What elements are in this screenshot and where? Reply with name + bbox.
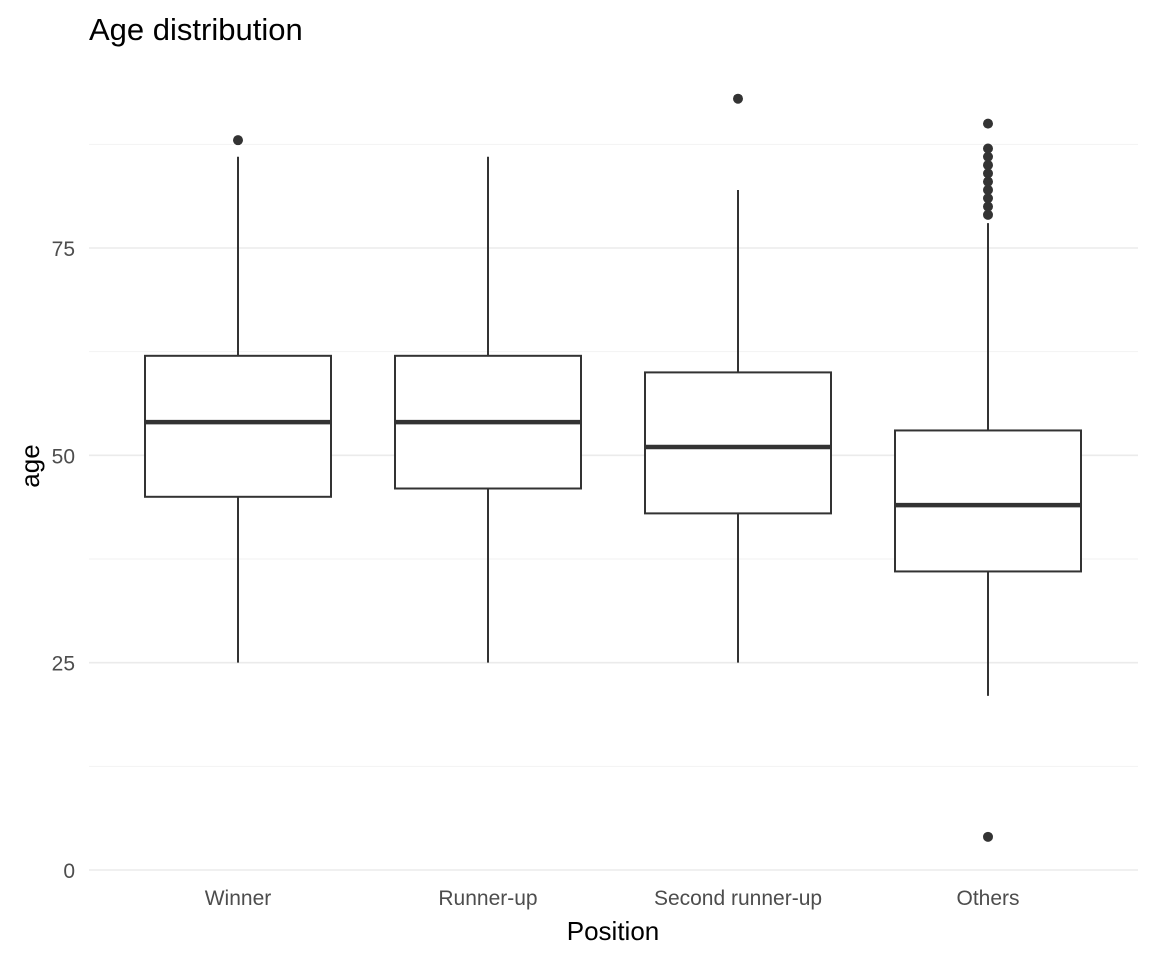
outlier-point [983,831,993,842]
outlier-point [983,184,993,195]
x-tick-label: Winner [205,887,272,910]
outlier-point [233,135,243,146]
outlier-point [983,201,993,212]
box-iqr [144,354,332,498]
outlier-point [983,143,993,154]
box-group [144,135,332,663]
y-axis-tick-labels: 0 25 50 75 [52,238,75,883]
y-tick-label: 75 [52,238,75,261]
y-tick-label: 25 [52,653,75,676]
outlier-point [983,168,993,179]
y-axis-title: age [15,444,45,487]
box-group [394,156,582,663]
outlier-point [983,151,993,162]
box-group [894,118,1082,842]
outlier-point [983,176,993,187]
x-tick-label: Second runner-up [654,887,822,910]
outlier-point [983,118,993,129]
x-axis-tick-labels: Winner Runner-up Second runner-up Others [205,887,1020,910]
x-axis-title: Position [567,916,660,946]
box-series [144,93,1082,842]
box-iqr [644,371,832,515]
y-tick-label: 50 [52,445,75,468]
chart-title: Age distribution [89,12,303,47]
box-iqr [894,429,1082,573]
box-group [644,93,832,663]
outlier-point [983,209,993,220]
outlier-point [983,160,993,171]
x-tick-label: Runner-up [438,887,537,910]
x-tick-label: Others [956,887,1019,910]
y-tick-label: 0 [63,860,75,883]
outlier-point [733,93,743,104]
outlier-point [983,193,993,204]
